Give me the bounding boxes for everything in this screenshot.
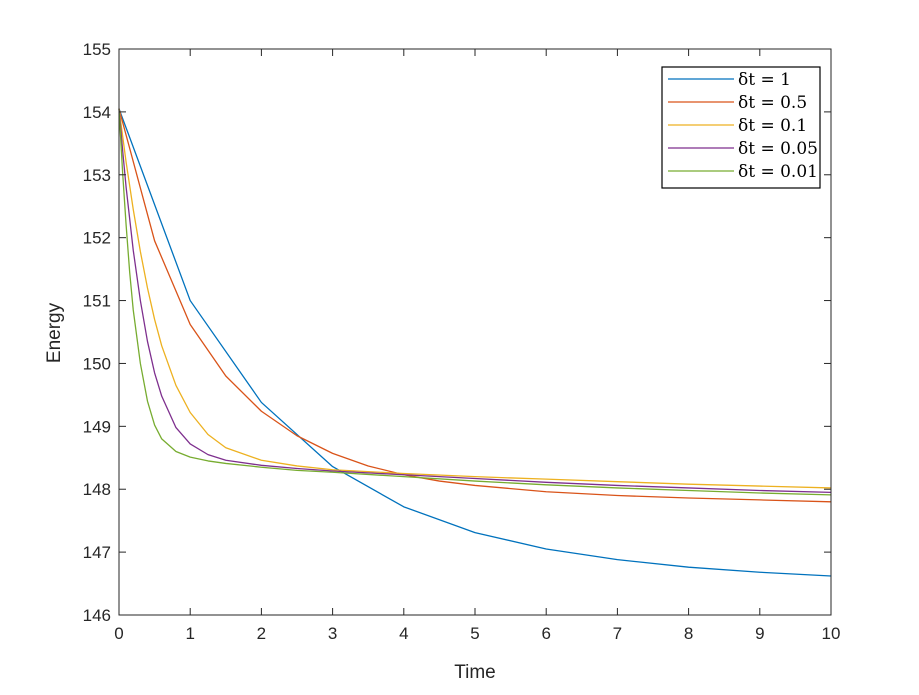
series-line-4: [118, 108, 832, 494]
legend-label-2: δt = 0.5: [738, 93, 807, 113]
x-tick-label: 7: [613, 624, 622, 643]
x-tick-label: 8: [684, 624, 693, 643]
x-tick-label: 3: [328, 624, 337, 643]
legend-box: [661, 66, 821, 189]
y-tick-label: 151: [83, 292, 111, 311]
legend-label-1: δt = 1: [738, 70, 791, 90]
x-tick-label: 1: [185, 624, 194, 643]
x-tick-label: 5: [470, 624, 479, 643]
series-line-3: [118, 108, 832, 489]
y-tick-label: 152: [83, 229, 111, 248]
y-tick-label: 153: [83, 166, 111, 185]
legend-label-3: δt = 0.1: [738, 116, 807, 136]
x-tick-label: 2: [257, 624, 266, 643]
series-line-5: [118, 108, 832, 496]
legend: δt = 1 δt = 0.5 δt = 0.1 δt = 0.05 δt = 0.01: [661, 66, 821, 189]
y-axis-title: Energy: [44, 302, 65, 363]
legend-label-5: δt = 0.01: [738, 162, 818, 182]
series-line-1: [118, 108, 832, 577]
y-tick-label: 154: [83, 103, 111, 122]
y-tick-label: 146: [83, 606, 111, 625]
x-axis-title: Time: [454, 662, 496, 683]
series-line-2: [118, 108, 832, 503]
axes-group: 0 1 2 3 4 5 6 7 8 9 10 146 147 148 149 150 151 152 153 154 1…: [83, 40, 841, 643]
y-tick-label: 148: [83, 480, 111, 499]
y-tick-label: 147: [83, 543, 111, 562]
x-tick-label: 6: [541, 624, 550, 643]
y-tick-label: 155: [83, 40, 111, 59]
series-group: [118, 108, 832, 577]
legend-label-4: δt = 0.05: [738, 139, 818, 159]
x-tick-label: 9: [755, 624, 764, 643]
x-tick-label: 10: [822, 624, 841, 643]
y-tick-label: 149: [83, 417, 111, 436]
x-tick-label: 4: [399, 624, 408, 643]
x-tick-label: 0: [114, 624, 123, 643]
y-tick-label: 150: [83, 354, 111, 373]
